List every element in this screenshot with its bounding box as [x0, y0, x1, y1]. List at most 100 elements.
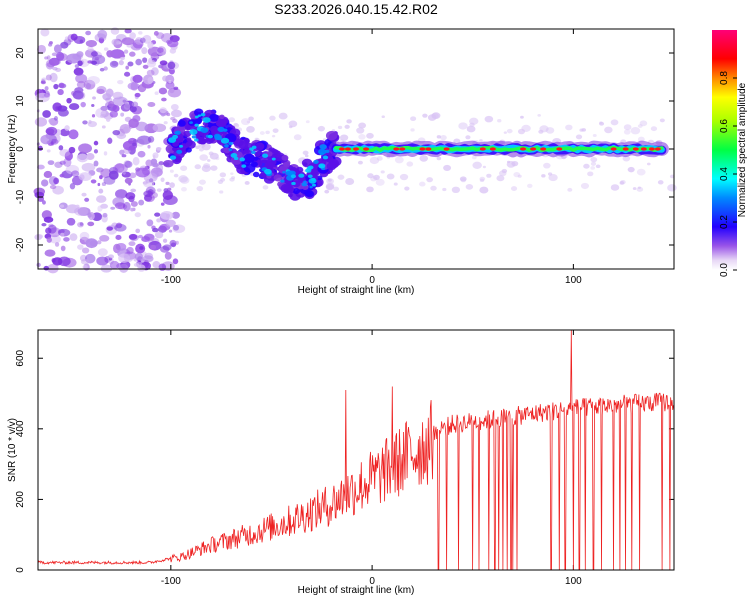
noise-blob: [410, 116, 417, 122]
noise-blob: [231, 176, 236, 180]
signal-blob: [243, 163, 256, 173]
signal-blob: [310, 177, 316, 182]
noise-blob: [622, 155, 631, 162]
noise-blob: [97, 182, 101, 187]
signal-blob: [228, 148, 233, 152]
signal-blob: [208, 113, 219, 122]
signal-blob: [214, 134, 222, 141]
noise-blob: [484, 115, 494, 123]
signal-hotspot: [353, 147, 359, 151]
snr-ytick-label: 600: [15, 349, 26, 366]
noise-blob: [147, 144, 151, 149]
noise-blob: [82, 264, 88, 269]
noise-blob: [59, 149, 71, 157]
noise-blob: [110, 27, 120, 35]
noise-blob: [93, 140, 99, 146]
noise-blob: [35, 92, 50, 103]
noise-blob: [333, 186, 340, 192]
snr-ytick-label: 400: [15, 420, 26, 437]
heatmap-signal: [165, 108, 669, 201]
colorbar-tick-label: 0.8: [719, 71, 730, 85]
noise-blob: [96, 88, 105, 95]
noise-blob: [472, 161, 482, 169]
noise-blob: [52, 66, 58, 71]
noise-blob: [127, 82, 140, 90]
noise-blob: [164, 251, 172, 260]
noise-blob: [149, 237, 155, 242]
noise-blob: [125, 65, 129, 70]
noise-blob: [142, 255, 154, 263]
noise-blob: [272, 128, 279, 133]
noise-blob: [119, 56, 125, 61]
noise-blob: [53, 116, 58, 121]
noise-blob: [128, 233, 138, 240]
noise-blob: [132, 74, 143, 84]
noise-blob: [344, 124, 350, 129]
noise-blob: [165, 181, 170, 186]
noise-blob: [76, 80, 86, 89]
noise-blob: [506, 128, 513, 134]
noise-blob: [162, 190, 173, 201]
noise-blob: [87, 75, 100, 85]
noise-blob: [168, 79, 172, 84]
signal-blob: [318, 164, 324, 168]
noise-blob: [146, 69, 155, 76]
noise-blob: [121, 154, 127, 158]
noise-blob: [156, 218, 162, 223]
noise-blob: [265, 130, 270, 135]
noise-blob: [517, 128, 526, 135]
noise-blob: [278, 112, 288, 120]
signal-hotspot: [338, 147, 345, 151]
noise-blob: [134, 212, 141, 218]
signal-blob: [325, 130, 338, 141]
noise-blob: [426, 177, 434, 183]
noise-blob: [162, 238, 168, 243]
noise-blob: [124, 71, 131, 77]
snr-xtick-label: 0: [369, 576, 375, 587]
noise-blob: [271, 134, 276, 138]
noise-blob: [133, 262, 140, 267]
signal-hotspot: [425, 147, 432, 151]
noise-blob: [346, 119, 352, 124]
noise-blob: [228, 117, 235, 123]
noise-blob: [479, 176, 486, 182]
noise-blob: [406, 161, 414, 167]
noise-blob: [419, 181, 426, 187]
noise-blob: [156, 188, 162, 192]
noise-blob: [137, 84, 147, 93]
noise-blob: [124, 28, 132, 34]
noise-blob: [254, 137, 259, 141]
noise-blob: [108, 254, 114, 259]
noise-blob: [85, 39, 98, 48]
noise-blob: [58, 82, 65, 88]
noise-blob: [81, 247, 90, 254]
signal-blob: [281, 154, 289, 161]
noise-blob: [49, 72, 58, 83]
signal-blob: [224, 144, 229, 148]
noise-blob: [148, 178, 154, 183]
noise-blob: [91, 103, 95, 107]
noise-blob: [506, 160, 516, 168]
signal-hotspot: [530, 147, 537, 151]
noise-blob: [37, 44, 46, 54]
noise-blob: [201, 165, 211, 173]
noise-blob: [127, 61, 134, 67]
signal-blob: [183, 130, 192, 138]
noise-blob: [517, 174, 522, 178]
snr-ytick-label: 200: [15, 491, 26, 508]
noise-blob: [49, 41, 53, 45]
signal-hotspot: [443, 147, 450, 151]
noise-blob: [422, 113, 428, 118]
noise-blob: [458, 122, 468, 130]
noise-blob: [139, 37, 146, 43]
noise-blob: [53, 44, 62, 54]
signal-blob: [301, 182, 308, 187]
noise-blob: [60, 245, 66, 252]
signal-hotspot: [622, 147, 629, 151]
noise-blob: [289, 125, 293, 129]
noise-blob: [159, 60, 168, 66]
noise-blob: [510, 186, 518, 191]
noise-blob: [194, 164, 202, 170]
signal-blob: [230, 153, 238, 158]
noise-blob: [590, 156, 598, 163]
